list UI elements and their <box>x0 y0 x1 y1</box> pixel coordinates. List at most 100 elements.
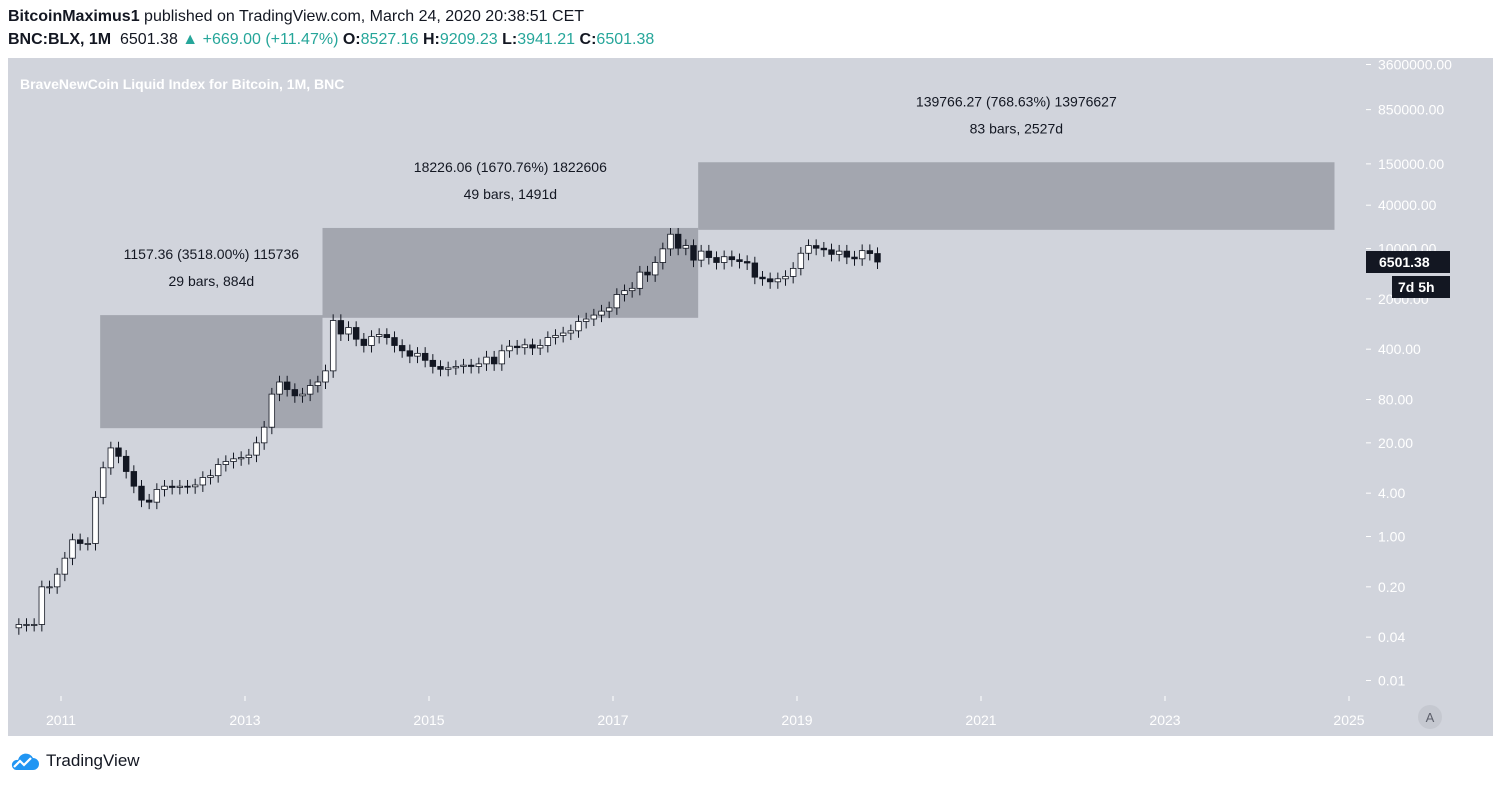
candle-body <box>736 259 743 262</box>
candle-body <box>766 278 774 283</box>
candle-body <box>621 290 628 295</box>
candle <box>874 247 881 269</box>
candle <box>345 321 352 341</box>
candle <box>199 471 207 492</box>
last-price-box <box>1366 251 1450 274</box>
candle <box>789 262 797 284</box>
y-tick-label: 80.00 <box>1378 392 1413 408</box>
candle <box>421 347 429 368</box>
candle-body <box>199 477 207 486</box>
close-value: 6501.38 <box>596 31 655 48</box>
candle-body <box>15 624 23 629</box>
candle <box>122 450 130 479</box>
candle <box>375 328 383 344</box>
candle-body <box>444 367 452 370</box>
last-price-marker: 6501.38 7d 5h <box>1366 251 1450 299</box>
candle-body <box>421 352 429 361</box>
candle <box>858 244 866 266</box>
candle <box>575 315 582 338</box>
candle-body <box>759 276 766 280</box>
candle-body <box>398 345 406 352</box>
candle-body <box>69 539 76 559</box>
candle <box>398 339 406 358</box>
candle <box>230 452 237 469</box>
candle <box>598 304 605 323</box>
candle <box>145 493 153 510</box>
candle <box>828 243 835 262</box>
auto-scale-button[interactable]: A <box>1418 705 1442 729</box>
high-value: 9209.23 <box>439 31 498 48</box>
candle-body <box>820 247 828 251</box>
candle <box>506 339 513 358</box>
high-label: H: <box>422 31 440 48</box>
candle <box>851 250 858 266</box>
candle-body <box>107 447 115 469</box>
candle <box>168 479 176 495</box>
symbol-label[interactable]: BNC:BLX, 1M <box>8 31 112 48</box>
candle <box>214 458 222 483</box>
candle-body <box>529 344 536 349</box>
candle <box>812 239 820 256</box>
candle-body <box>391 337 398 346</box>
candle-body <box>743 261 751 264</box>
candle <box>53 567 61 594</box>
candle-body <box>360 338 368 346</box>
candle <box>460 358 467 374</box>
candle-body <box>697 250 705 261</box>
candle <box>644 265 651 282</box>
candle-body <box>184 485 191 488</box>
candle-body <box>253 442 260 456</box>
candle-body <box>789 267 797 277</box>
candle-body <box>283 381 291 390</box>
candle-body <box>122 455 130 472</box>
close-label: C: <box>579 31 597 48</box>
candle <box>76 533 84 551</box>
time-axis-background[interactable] <box>8 696 1366 736</box>
low-label: L: <box>502 31 518 48</box>
candle-body <box>76 539 84 544</box>
candle-body <box>291 389 299 397</box>
candle-body <box>429 359 437 367</box>
candle <box>690 239 697 268</box>
candle-body <box>651 262 659 276</box>
candle <box>498 344 506 371</box>
candle <box>92 491 99 551</box>
candle-body <box>375 334 383 337</box>
candle <box>483 350 490 371</box>
candle <box>835 244 843 262</box>
candle <box>46 580 53 594</box>
candle-body <box>805 245 812 254</box>
candle <box>513 339 521 355</box>
published-text: published on TradingView.com, March 24, … <box>144 8 585 25</box>
candle <box>314 375 322 393</box>
candle-body <box>874 253 881 263</box>
candle-body <box>168 485 176 488</box>
y-tick-label: 0.20 <box>1378 579 1405 595</box>
price-axis-background[interactable] <box>1366 58 1493 736</box>
candle-body <box>92 496 99 544</box>
candle-body <box>513 345 521 349</box>
candle-body <box>544 337 552 346</box>
candle <box>552 329 559 345</box>
candle-body <box>674 233 682 249</box>
candle-body <box>467 364 475 367</box>
candle-body <box>222 461 230 465</box>
candle-body <box>38 586 46 625</box>
candle-body <box>130 471 138 487</box>
candle <box>391 331 398 353</box>
candle <box>191 478 199 494</box>
low-value: 3941.21 <box>517 31 576 48</box>
candle <box>337 314 345 341</box>
author-name[interactable]: BitcoinMaximus1 <box>8 8 140 25</box>
candle <box>245 448 253 465</box>
candle-body <box>230 458 237 462</box>
candle-body <box>276 381 283 395</box>
candle <box>283 375 291 397</box>
candle-body <box>536 345 544 349</box>
candle-body <box>812 245 820 249</box>
candle-body <box>728 256 736 261</box>
candle-body <box>605 307 613 312</box>
y-tick-label: 850000.00 <box>1378 102 1444 118</box>
chart-title: BraveNewCoin Liquid Index for Bitcoin, 1… <box>20 76 344 92</box>
